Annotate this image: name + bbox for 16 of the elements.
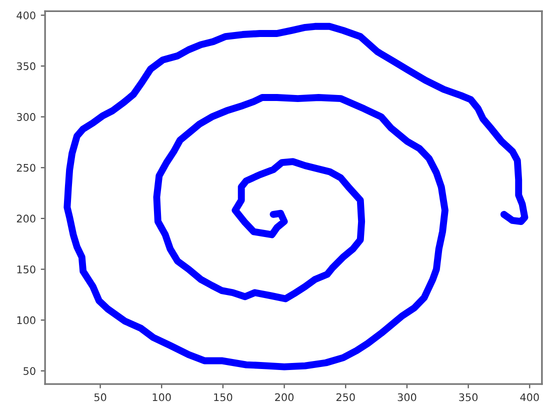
y-tick-label: 250 (16, 164, 36, 172)
x-tick-label: 350 (459, 393, 478, 402)
x-tick-label: 300 (398, 393, 416, 402)
y-tick-label: 400 (16, 11, 36, 20)
y-tick-label: 150 (17, 265, 36, 274)
y-tick-label: 300 (16, 113, 36, 121)
x-tick-label: 400 (520, 393, 539, 402)
y-tick-label: 100 (17, 316, 36, 324)
x-tick-label: 50 (94, 393, 106, 402)
x-tick-label: 100 (152, 393, 171, 402)
x-tick-label: 200 (275, 393, 294, 402)
y-tick-label: 200 (16, 214, 36, 223)
y-tick-label: 50 (24, 367, 36, 375)
y-tick-label: 350 (16, 62, 36, 70)
x-tick-label: 250 (336, 393, 355, 402)
x-tick-label: 150 (214, 393, 232, 402)
